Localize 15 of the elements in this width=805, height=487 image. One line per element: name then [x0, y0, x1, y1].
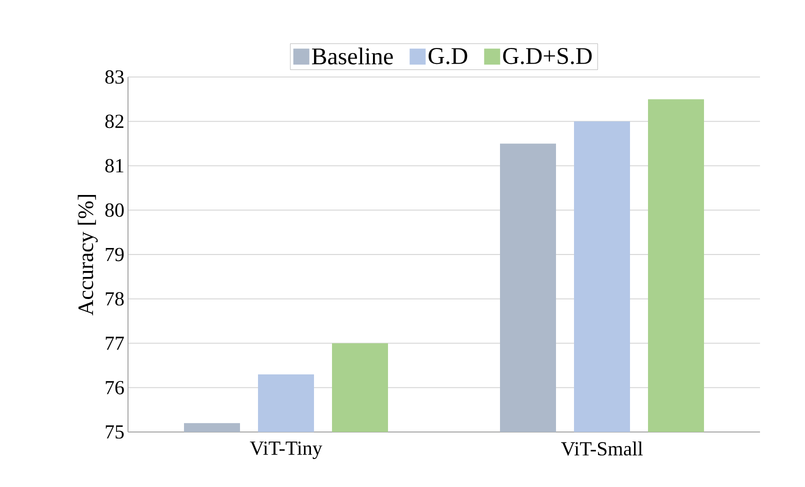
y-tick-label: 75 [106, 425, 124, 439]
legend-label: G.D [428, 48, 468, 64]
y-tick-label: 80 [105, 203, 124, 217]
x-tick-label: ViT-Tiny [250, 442, 322, 460]
x-tick-label: ViT-Small [561, 442, 643, 456]
y-tick-label: 76 [106, 380, 124, 394]
y-tick-label: 78 [106, 292, 124, 306]
legend-label: Baseline [312, 48, 393, 64]
y-tick-label: 77 [106, 336, 124, 350]
legend-label: G.D+S.D [503, 48, 592, 64]
y-tick-label: 82 [105, 114, 124, 128]
y-tick-label: 83 [105, 70, 124, 84]
y-tick-label: 81 [105, 159, 124, 172]
y-axis-title: Accuracy [%] [78, 194, 98, 316]
y-tick-label: 79 [106, 248, 124, 262]
